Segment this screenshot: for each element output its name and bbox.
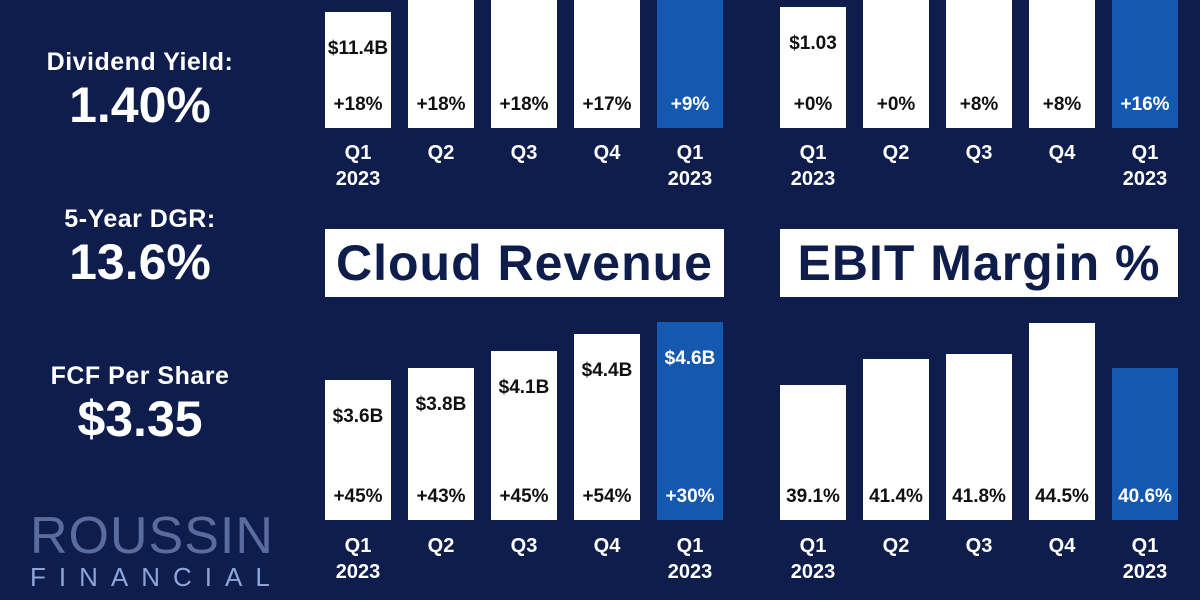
bar [863,358,929,520]
value-label: $4.4B [581,359,633,381]
growth-label: +54% [582,486,632,507]
x-tick-label: Q3 [965,142,993,164]
growth-label: 44.5% [1035,486,1089,507]
x-tick-label: Q4 [593,535,621,557]
bar [946,0,1012,128]
growth-label: +43% [416,486,466,507]
x-tick-label: Q2 [427,535,455,557]
logo-sub: FINANCIAL [30,562,283,592]
x-tick-label: Q1 2023 [667,535,713,583]
x-tick-label: Q4 [593,142,621,164]
value-label: $4.6B [664,348,716,369]
x-tick-label: Q2 [427,142,455,164]
stat-dgr: 5-Year DGR: 13.6% [20,205,260,290]
x-tick-label: Q1 2023 [335,142,381,190]
x-tick-label: Q2 [882,535,910,557]
growth-label: 41.8% [952,486,1006,507]
bar [1029,322,1095,520]
stat-value: $3.35 [77,391,203,447]
stat-dividend-yield: Dividend Yield: 1.40% [20,48,260,133]
x-tick-label: Q2 [882,142,910,164]
bar [946,353,1012,520]
value-label: $11.4B [327,38,389,59]
growth-label: +0% [876,94,916,115]
x-tick-label: Q4 [1048,535,1076,557]
logo-name: ROUSSIN [30,507,274,565]
bar [780,7,846,128]
growth-label: +8% [959,94,999,115]
bar [1112,367,1178,520]
growth-label: +30% [665,486,715,507]
stat-label: FCF Per Share [50,362,230,390]
growth-label: 39.1% [786,486,840,507]
bar [863,0,929,128]
bar [657,0,723,128]
x-tick-label: Q1 2023 [335,535,381,583]
bar [1029,0,1095,128]
stat-label: 5-Year DGR: [64,205,216,233]
chart-title-cloud-revenue: Cloud Revenue [325,229,724,297]
value-label: $3.6B [332,406,384,427]
x-tick-label: Q1 2023 [1122,142,1168,190]
growth-label: +18% [333,94,383,115]
growth-label: +45% [333,486,383,507]
bar [325,12,391,128]
bar [1112,0,1178,128]
growth-label: +9% [670,94,710,115]
stat-value: 13.6% [69,234,211,290]
stat-label: Dividend Yield: [46,48,234,76]
growth-label: 40.6% [1118,486,1172,507]
value-label: $4.1B [498,377,550,398]
roussin-financial-logo: ROUSSIN FINANCIAL [30,507,283,592]
stat-fcf: FCF Per Share $3.35 [20,362,260,447]
bar [574,333,640,520]
x-tick-label: Q1 2023 [790,535,836,583]
growth-label: +16% [1120,94,1170,115]
bar [408,0,474,128]
stat-value: 1.40% [69,77,211,133]
growth-label: +18% [416,94,466,115]
growth-label: 41.4% [869,486,923,507]
bar [408,368,474,520]
x-tick-label: Q1 2023 [790,142,836,190]
bar [657,322,723,520]
bar [780,385,846,520]
growth-label: +18% [499,94,549,115]
value-label: $1.03 [789,33,837,54]
bar [325,380,391,520]
chart-title-ebit-margin: EBIT Margin % [780,229,1178,297]
x-tick-label: Q3 [510,535,538,557]
growth-label: +17% [582,94,632,115]
bar [491,351,557,520]
growth-label: +8% [1042,94,1082,115]
x-tick-label: Q3 [510,142,538,164]
x-tick-label: Q3 [965,535,993,557]
bar [491,0,557,128]
x-tick-label: Q1 2023 [667,142,713,190]
growth-label: +0% [793,94,833,115]
growth-label: +45% [499,486,549,507]
x-tick-label: Q1 2023 [1122,535,1168,583]
bar [574,0,640,128]
x-tick-label: Q4 [1048,142,1076,164]
value-label: $3.8B [415,394,467,416]
